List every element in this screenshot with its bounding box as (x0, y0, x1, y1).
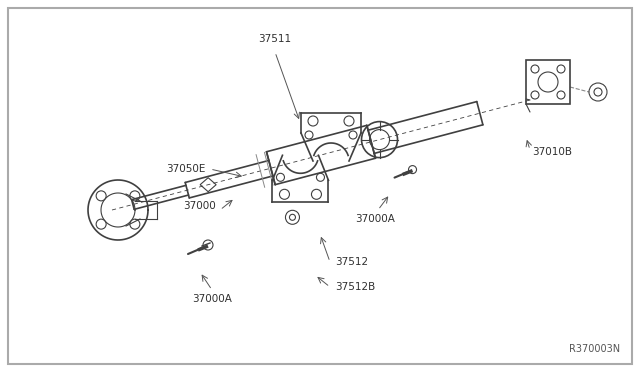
Text: 37512B: 37512B (335, 282, 375, 292)
Text: 37000: 37000 (183, 201, 216, 211)
Text: 37010B: 37010B (532, 147, 572, 157)
Bar (526, 60, 570, 104)
Text: R370003N: R370003N (569, 344, 620, 354)
Text: 37050E: 37050E (166, 164, 206, 174)
Text: 37511: 37511 (259, 34, 292, 44)
Text: 37000A: 37000A (192, 294, 232, 304)
Text: 37000A: 37000A (355, 214, 395, 224)
Text: 37512: 37512 (335, 257, 368, 267)
